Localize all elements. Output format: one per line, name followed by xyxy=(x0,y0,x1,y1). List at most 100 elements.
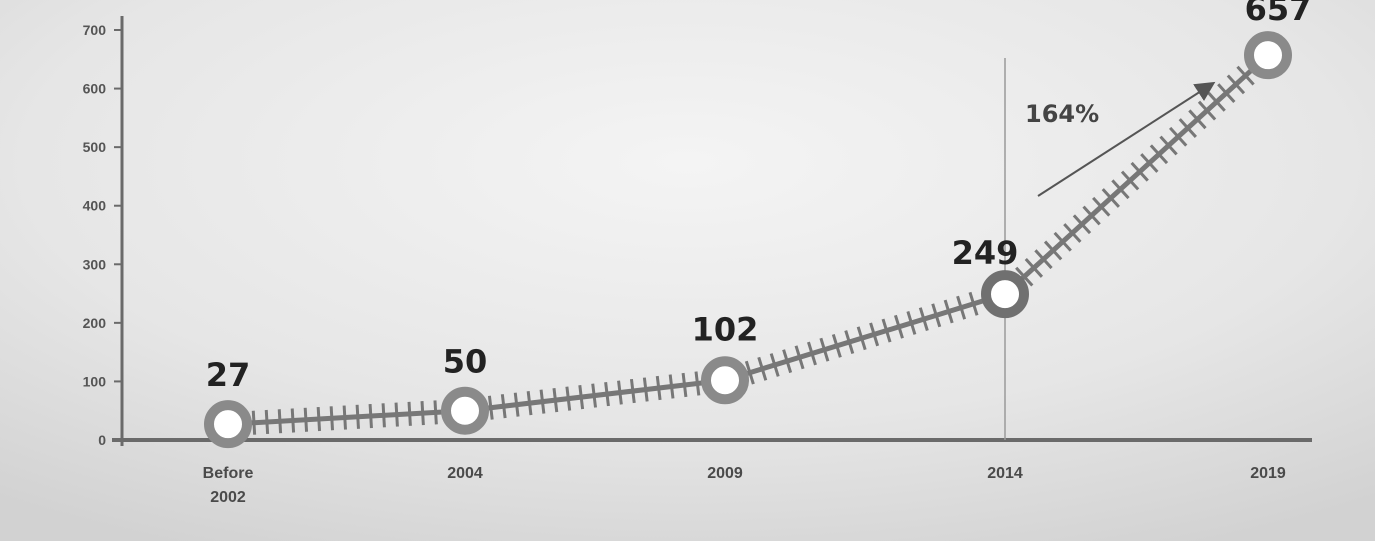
growth-arrow xyxy=(1037,81,1216,197)
series-hatch-tick xyxy=(565,386,572,411)
series-hatch-tick xyxy=(1072,214,1092,235)
series-hatch-tick xyxy=(1149,144,1169,165)
series-hatch-tick xyxy=(303,407,309,432)
series-hatch-tick xyxy=(433,400,438,425)
y-tick-label: 300 xyxy=(83,256,107,272)
series-line-segment xyxy=(724,291,1006,383)
series-hatch-tick xyxy=(1024,258,1044,278)
series-hatch-tick xyxy=(1111,179,1130,200)
series-hatch-tick xyxy=(856,326,867,351)
y-tick-label: 700 xyxy=(83,22,107,38)
series-hatch-tick xyxy=(552,388,559,413)
x-tick-label: Before xyxy=(203,465,254,482)
series-hatch-tick xyxy=(642,377,649,402)
series-hatch-tick xyxy=(1053,231,1072,252)
series-hatch-tick xyxy=(1226,74,1246,95)
series-hatch-tick xyxy=(290,408,296,433)
series-hatch-tick xyxy=(420,401,425,426)
series-hatch-tick xyxy=(956,295,967,320)
series-hatch-tick xyxy=(329,406,335,431)
series-hatch-tick xyxy=(1169,126,1188,147)
data-value-label: 27 xyxy=(206,356,251,394)
y-tick-label: 100 xyxy=(83,373,107,389)
series-hatch-tick xyxy=(655,375,662,401)
series-hatch-tick xyxy=(968,291,979,316)
data-value-label: 657 xyxy=(1245,0,1312,28)
series-line-segment xyxy=(1003,53,1270,297)
series-hatch-tick xyxy=(1140,153,1159,173)
series-hatch-tick xyxy=(1178,118,1197,138)
data-value-label: 102 xyxy=(692,310,759,348)
series-hatch-tick xyxy=(264,409,270,435)
series-hatch-tick xyxy=(943,299,954,324)
data-value-label: 50 xyxy=(443,343,488,381)
series-hatch-tick xyxy=(539,389,546,414)
series-hatch-tick xyxy=(1034,249,1053,270)
y-tick-label: 400 xyxy=(83,198,107,214)
series-hatch-tick xyxy=(591,383,598,408)
series-hatch-tick xyxy=(881,318,892,343)
series-hatch-tick xyxy=(513,392,520,417)
series-hatch-tick xyxy=(407,401,412,426)
series-hatch-tick xyxy=(487,395,494,420)
series-hatch-tick xyxy=(251,410,257,435)
series-hatch-tick xyxy=(1082,205,1101,226)
series-hatch-tick xyxy=(1197,100,1217,121)
y-tick-label: 600 xyxy=(83,81,107,97)
series-hatch-tick xyxy=(381,403,386,428)
series-hatch-tick xyxy=(819,337,830,362)
y-tick-label: 200 xyxy=(83,315,107,331)
series-hatch-tick xyxy=(894,314,904,339)
series-hatch-tick xyxy=(1043,240,1063,261)
series-hatch-tick xyxy=(794,345,805,370)
y-tick-label: 500 xyxy=(83,139,107,155)
series-hatch-tick xyxy=(681,372,688,398)
growth-annotation-label: 164% xyxy=(1025,100,1099,128)
series-hatch-tick xyxy=(869,322,880,347)
data-point-marker xyxy=(701,356,749,405)
series-hatch-tick xyxy=(1101,188,1121,208)
series-hatch-tick xyxy=(1063,223,1082,243)
series-hatch-tick xyxy=(1120,170,1140,191)
series-hatch-tick xyxy=(918,307,929,332)
series-hatch-tick xyxy=(906,311,917,335)
series-hatch-tick xyxy=(757,356,768,381)
data-point-marker xyxy=(204,400,252,449)
series-hatch-tick xyxy=(629,378,636,404)
series-hatch-tick xyxy=(578,385,585,410)
x-tick-label: 2004 xyxy=(447,465,483,482)
data-point-marker xyxy=(981,270,1029,319)
x-tick-label: 2002 xyxy=(210,489,246,506)
series-hatch-tick xyxy=(844,330,855,354)
series-hatch-tick xyxy=(617,380,623,405)
series-hatch-tick xyxy=(1188,109,1207,130)
x-tick-label: 2019 xyxy=(1250,465,1286,482)
series-hatch-tick xyxy=(931,303,942,328)
series-hatch-tick xyxy=(394,402,399,427)
series-hatch-tick xyxy=(1236,65,1255,86)
series-hatch-tick xyxy=(277,409,283,434)
series-hatch-tick xyxy=(831,333,842,358)
series-hatch-tick xyxy=(355,404,360,429)
series-hatch-tick xyxy=(807,341,817,366)
series-hatch-tick xyxy=(769,353,780,377)
series-hatch-tick xyxy=(694,371,701,396)
series-hatch-tick xyxy=(1159,135,1178,156)
data-value-label: 249 xyxy=(952,234,1019,272)
data-point-marker xyxy=(441,386,489,435)
series-hatch-tick xyxy=(1217,83,1236,103)
series-hatch-tick xyxy=(744,360,755,385)
series-hatch-tick xyxy=(316,406,322,432)
data-point-marker xyxy=(1244,31,1292,80)
y-tick-label: 0 xyxy=(98,432,106,448)
x-tick-label: 2009 xyxy=(707,465,743,482)
series-hatch-tick xyxy=(526,391,533,416)
series-hatch-tick xyxy=(604,381,610,407)
series-hatch-tick xyxy=(1130,161,1149,182)
series-hatch-tick xyxy=(782,349,793,374)
series-hatch-tick xyxy=(342,405,347,430)
series-hatch-tick xyxy=(668,374,675,399)
